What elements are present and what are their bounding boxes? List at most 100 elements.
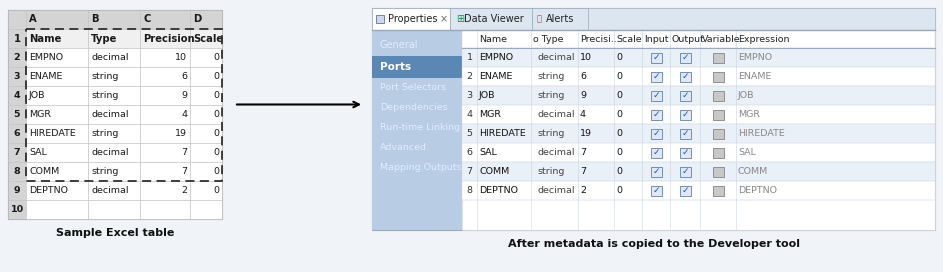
Bar (26, 124, 88, 143)
Bar (372, 30, 935, 34)
Text: Ports: Ports (380, 62, 411, 72)
Text: JOB: JOB (738, 91, 754, 100)
Bar (372, 8, 450, 30)
Bar (680, 52, 690, 63)
Text: 4: 4 (14, 91, 21, 100)
Text: ENAME: ENAME (738, 72, 771, 81)
Bar (462, 105, 935, 124)
Text: string: string (537, 72, 564, 81)
Text: Variable: Variable (702, 35, 740, 44)
Text: ✓: ✓ (653, 91, 660, 100)
Text: HIREDATE: HIREDATE (29, 129, 75, 138)
Text: 3: 3 (467, 91, 472, 100)
Text: MGR: MGR (29, 110, 51, 119)
Text: HIREDATE: HIREDATE (479, 129, 526, 138)
Text: EMPNO: EMPNO (29, 53, 63, 62)
Bar (462, 181, 935, 200)
Text: Type: Type (91, 33, 117, 44)
Bar (8, 124, 26, 143)
Bar (372, 34, 462, 56)
Bar (713, 110, 723, 119)
Text: string: string (537, 167, 564, 176)
Bar (8, 143, 26, 162)
Bar (680, 128, 690, 138)
Text: 2: 2 (181, 186, 187, 195)
Text: ⊞: ⊞ (456, 14, 464, 24)
Text: 8: 8 (13, 167, 21, 176)
Bar (462, 48, 935, 67)
Text: HIREDATE: HIREDATE (738, 129, 785, 138)
Text: 0: 0 (616, 91, 622, 100)
Text: decimal: decimal (91, 110, 128, 119)
Bar (680, 72, 690, 82)
Bar (88, 29, 140, 48)
Text: 1: 1 (467, 53, 472, 62)
Bar (26, 86, 88, 105)
Text: B: B (91, 14, 98, 24)
Bar (8, 67, 26, 86)
Bar (450, 8, 532, 30)
Text: Port Selectors: Port Selectors (380, 84, 446, 92)
Bar (190, 29, 222, 48)
Text: ✓: ✓ (681, 167, 688, 176)
Bar (680, 91, 690, 100)
Bar (651, 91, 661, 100)
Text: 4: 4 (467, 110, 472, 119)
Text: 4: 4 (580, 110, 586, 119)
Text: 3: 3 (14, 72, 20, 81)
Bar (190, 124, 222, 143)
Text: Sample Excel table: Sample Excel table (56, 228, 174, 238)
Text: 0: 0 (616, 129, 622, 138)
Bar (88, 162, 140, 181)
Text: 7: 7 (580, 148, 586, 157)
Text: o Type: o Type (533, 35, 564, 44)
Bar (26, 29, 88, 48)
Bar (8, 10, 222, 219)
Bar (8, 162, 26, 181)
Bar (88, 86, 140, 105)
Text: 0: 0 (213, 167, 219, 176)
Text: decimal: decimal (537, 110, 574, 119)
Bar (140, 10, 190, 29)
Text: DEPTNO: DEPTNO (29, 186, 68, 195)
Text: 6: 6 (580, 72, 586, 81)
Text: DEPTNO: DEPTNO (738, 186, 777, 195)
Text: Run-time Linking: Run-time Linking (380, 123, 460, 132)
Bar (26, 143, 88, 162)
Text: string: string (91, 91, 119, 100)
Text: 0: 0 (213, 129, 219, 138)
Bar (88, 143, 140, 162)
Text: 0: 0 (213, 53, 219, 62)
Text: ✓: ✓ (653, 129, 660, 138)
Text: 6: 6 (14, 129, 21, 138)
Bar (651, 186, 661, 196)
Bar (680, 186, 690, 196)
Text: Name: Name (29, 33, 61, 44)
Text: 7: 7 (14, 148, 21, 157)
Text: 10: 10 (10, 205, 24, 214)
Bar (88, 10, 140, 29)
Text: MGR: MGR (738, 110, 760, 119)
Text: 5: 5 (467, 129, 472, 138)
Text: MGR: MGR (479, 110, 501, 119)
Bar (140, 181, 190, 200)
Text: ✓: ✓ (653, 53, 660, 62)
Text: 0: 0 (616, 148, 622, 157)
Bar (88, 105, 140, 124)
Bar (88, 200, 140, 219)
Text: ✓: ✓ (653, 72, 660, 81)
Bar (8, 200, 26, 219)
Bar (651, 128, 661, 138)
Text: 19: 19 (580, 129, 592, 138)
Bar (372, 98, 462, 118)
Text: 7: 7 (467, 167, 472, 176)
Text: 🚦: 🚦 (537, 14, 542, 23)
Text: 8: 8 (467, 186, 472, 195)
Text: Precisi...: Precisi... (580, 35, 620, 44)
Text: COMM: COMM (29, 167, 59, 176)
Text: ✓: ✓ (681, 186, 688, 195)
Bar (376, 15, 384, 23)
Text: EMPNO: EMPNO (479, 53, 513, 62)
Text: decimal: decimal (537, 148, 574, 157)
Bar (26, 105, 88, 124)
